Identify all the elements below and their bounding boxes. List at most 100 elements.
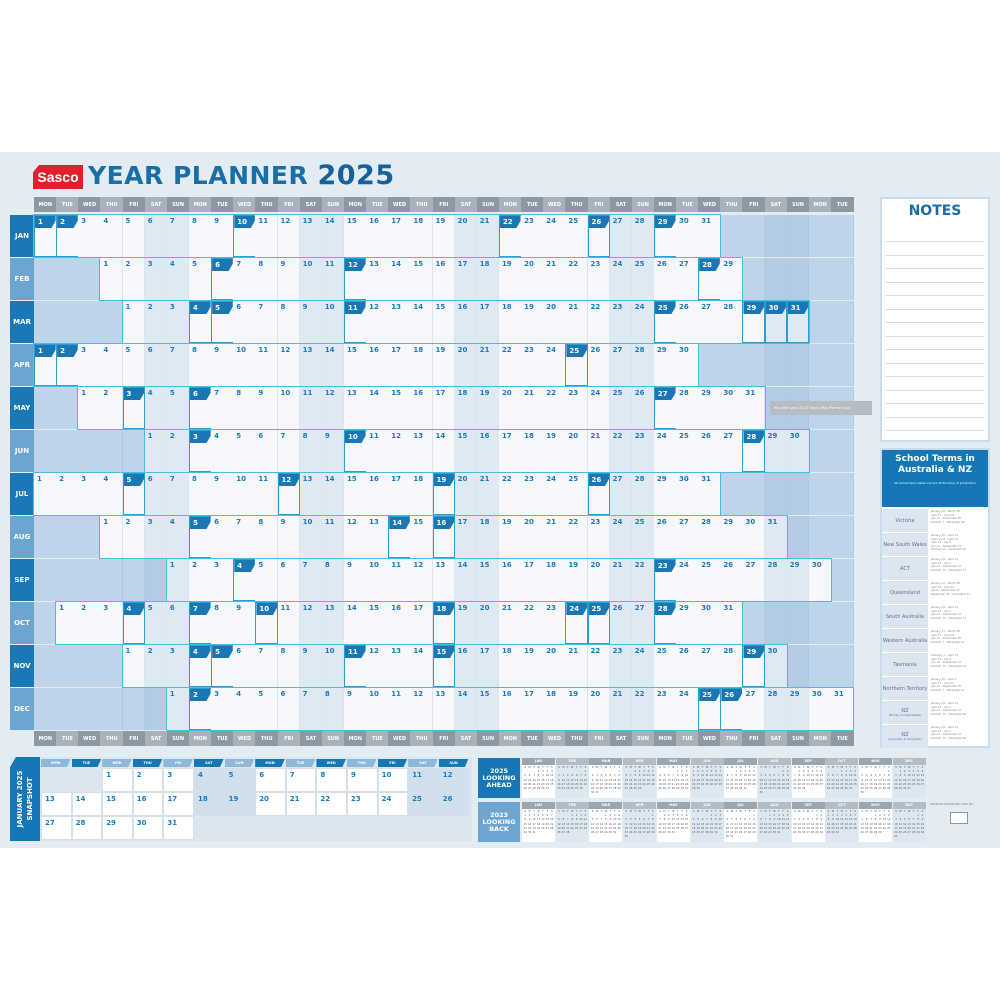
day-cell[interactable]: 13	[366, 516, 389, 558]
day-cell[interactable]: 26	[609, 602, 633, 644]
day-cell[interactable]: 30	[764, 645, 788, 687]
day-cell[interactable]: 5	[122, 344, 146, 386]
day-cell[interactable]: 26	[653, 258, 677, 300]
day-cell[interactable]: 15	[410, 516, 433, 558]
day-cell[interactable]: 6	[144, 344, 168, 386]
day-cell-holiday[interactable]: 2	[188, 688, 212, 730]
day-cell[interactable]: 14	[410, 301, 433, 343]
day-cell[interactable]: 11	[388, 688, 411, 730]
day-cell[interactable]: 7	[211, 387, 234, 429]
day-cell-holiday[interactable]: 25	[653, 301, 677, 343]
day-cell[interactable]: 30	[742, 516, 766, 558]
day-cell[interactable]: 3	[144, 258, 168, 300]
day-cell[interactable]: 9	[321, 430, 345, 472]
day-cell[interactable]: 8	[188, 344, 212, 386]
day-cell[interactable]: 18	[410, 215, 433, 257]
day-cell[interactable]: 27	[698, 645, 721, 687]
day-cell[interactable]: 9	[211, 344, 234, 386]
day-cell[interactable]: 26	[676, 301, 699, 343]
day-cell[interactable]: 15	[343, 473, 367, 515]
day-cell-holiday[interactable]: 26	[720, 688, 743, 730]
day-cell-holiday[interactable]: 2	[56, 215, 79, 257]
day-cell[interactable]: 14	[454, 688, 478, 730]
day-cell[interactable]: 6	[144, 473, 168, 515]
day-cell[interactable]: 29	[764, 430, 788, 472]
day-cell[interactable]: 13	[299, 473, 323, 515]
day-cell[interactable]: 3	[211, 688, 234, 730]
day-cell[interactable]: 2	[122, 258, 146, 300]
day-cell[interactable]: 31	[698, 215, 721, 257]
day-cell[interactable]: 14	[366, 387, 389, 429]
day-cell[interactable]: 17	[476, 645, 500, 687]
day-cell[interactable]: 30	[786, 430, 810, 472]
day-cell[interactable]: 13	[432, 688, 456, 730]
day-cell[interactable]: 27	[609, 344, 633, 386]
day-cell[interactable]: 21	[609, 688, 633, 730]
day-cell-holiday[interactable]: 4	[188, 301, 212, 343]
day-cell[interactable]: 7	[233, 516, 256, 558]
day-cell[interactable]: 10	[277, 387, 301, 429]
day-cell[interactable]: 18	[543, 559, 566, 601]
day-cell[interactable]: 23	[609, 645, 633, 687]
day-cell[interactable]: 2	[188, 559, 212, 601]
day-cell-holiday[interactable]: 14	[388, 516, 411, 558]
day-cell[interactable]: 30	[698, 602, 721, 644]
day-cell[interactable]: 21	[476, 473, 500, 515]
day-cell[interactable]: 27	[742, 559, 766, 601]
day-cell[interactable]: 27	[742, 688, 766, 730]
day-cell[interactable]: 9	[233, 602, 256, 644]
day-cell-holiday[interactable]: 24	[565, 602, 588, 644]
day-cell[interactable]: 30	[808, 688, 832, 730]
day-cell[interactable]: 29	[720, 516, 743, 558]
day-cell[interactable]: 11	[299, 387, 323, 429]
day-cell[interactable]: 4	[100, 473, 124, 515]
day-cell[interactable]: 26	[720, 559, 743, 601]
day-cell[interactable]: 18	[521, 430, 544, 472]
day-cell[interactable]: 1	[166, 559, 190, 601]
day-cell[interactable]: 16	[476, 430, 500, 472]
day-cell[interactable]: 9	[255, 387, 279, 429]
day-cell-holiday[interactable]: 31	[786, 301, 810, 343]
day-cell[interactable]: 2	[100, 387, 124, 429]
day-cell-holiday[interactable]: 18	[432, 602, 456, 644]
day-cell[interactable]: 13	[432, 559, 456, 601]
day-cell[interactable]: 25	[565, 215, 588, 257]
day-cell[interactable]: 4	[233, 688, 256, 730]
day-cell-holiday[interactable]: 6	[188, 387, 212, 429]
day-cell[interactable]: 4	[166, 258, 190, 300]
day-cell-holiday[interactable]: 28	[698, 258, 721, 300]
day-cell[interactable]: 9	[343, 559, 367, 601]
day-cell[interactable]: 14	[321, 344, 345, 386]
day-cell[interactable]: 27	[676, 516, 699, 558]
day-cell[interactable]: 30	[676, 215, 699, 257]
day-cell[interactable]: 24	[631, 301, 655, 343]
day-cell-holiday[interactable]: 23	[653, 559, 677, 601]
day-cell[interactable]: 24	[543, 473, 566, 515]
day-cell[interactable]: 1	[144, 430, 168, 472]
day-cell[interactable]: 11	[255, 473, 279, 515]
day-cell[interactable]: 8	[255, 516, 279, 558]
day-cell[interactable]: 16	[366, 344, 389, 386]
day-cell-holiday[interactable]: 29	[742, 645, 766, 687]
day-cell[interactable]: 22	[609, 430, 633, 472]
day-cell[interactable]: 14	[343, 602, 367, 644]
day-cell[interactable]: 15	[476, 559, 500, 601]
day-cell[interactable]: 6	[211, 516, 234, 558]
day-cell[interactable]: 16	[498, 559, 522, 601]
day-cell[interactable]: 16	[388, 602, 411, 644]
day-cell[interactable]: 3	[78, 344, 101, 386]
day-cell-holiday[interactable]: 1	[34, 215, 57, 257]
day-cell[interactable]: 6	[255, 430, 279, 472]
day-cell[interactable]: 8	[321, 688, 345, 730]
day-cell[interactable]: 27	[698, 301, 721, 343]
day-cell[interactable]: 19	[432, 344, 456, 386]
day-cell[interactable]: 24	[631, 645, 655, 687]
day-cell-holiday[interactable]: 5	[211, 301, 234, 343]
day-cell-holiday[interactable]: 10	[233, 215, 256, 257]
day-cell[interactable]: 29	[653, 473, 677, 515]
day-cell[interactable]: 5	[122, 215, 146, 257]
day-cell[interactable]: 20	[587, 688, 611, 730]
day-cell[interactable]: 9	[277, 258, 301, 300]
day-cell[interactable]: 18	[543, 688, 566, 730]
day-cell[interactable]: 10	[366, 688, 389, 730]
